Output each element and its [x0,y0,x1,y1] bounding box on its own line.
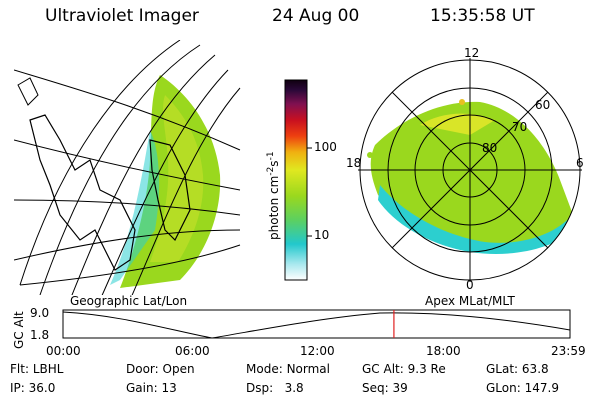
status-dsp: Dsp: 3.8 [246,381,304,395]
altitude-xtick-0000: 00:00 [46,344,81,358]
observation-date: 24 Aug 00 [272,6,360,26]
status-glat: GLat: 63.8 [486,362,549,376]
altitude-ytick-1.8: 1.8 [30,328,50,342]
status-seq: Seq: 39 [362,381,408,395]
status-mode: Mode: Normal [246,362,330,376]
altitude-xtick-2359: 23:59 [551,344,586,358]
status-glon: GLon: 147.9 [486,381,559,395]
status-gain: Gain: 13 [126,381,177,395]
altitude-xtick-1800: 18:00 [426,344,461,358]
altitude-ylabel: GC Alt [12,311,26,349]
mlat-label-70: 70 [512,120,528,134]
mlat-label-80: 80 [482,141,498,155]
status-gc-alt: GC Alt: 9.3 Re [362,362,446,376]
observation-time: 15:35:58 UT [430,6,535,26]
status-ip: IP: 36.0 [10,381,56,395]
mlt-label-6: 6 [576,156,584,170]
status-door: Door: Open [126,362,195,376]
colorbar-tick-100: 100 [314,140,337,154]
aurora-emission-polar [370,101,575,252]
mlt-label-18: 18 [346,156,362,170]
geographic-panel-label: Geographic Lat/Lon [70,294,188,308]
altitude-ytick-9: 9.0 [30,306,50,320]
apex-panel-label: Apex MLat/MLT [425,294,515,308]
colorbar-tick-10: 10 [314,228,330,242]
mlat-label-60: 60 [535,98,551,112]
status-flt: Flt: LBHL [10,362,64,376]
mlt-label-0: 0 [466,278,474,292]
mlt-label-12: 12 [464,46,480,60]
instrument-title: Ultraviolet Imager [45,6,199,26]
altitude-xtick-1200: 12:00 [300,344,335,358]
altitude-xtick-0600: 06:00 [175,344,210,358]
